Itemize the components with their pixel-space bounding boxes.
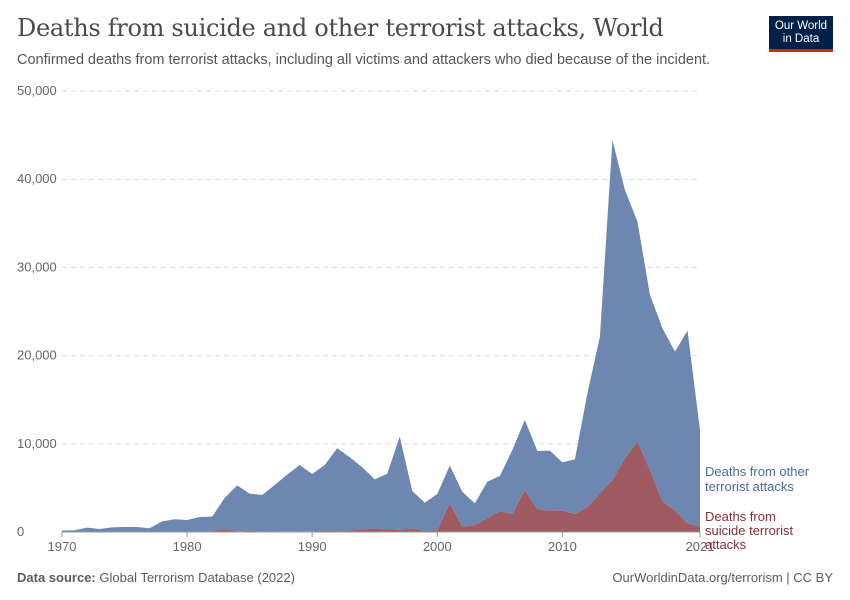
legend-other: Deaths from other terrorist attacks: [705, 464, 813, 494]
chart-subtitle: Confirmed deaths from terrorist attacks,…: [17, 52, 711, 68]
owid-logo[interactable]: Our World in Data: [769, 16, 833, 52]
data-source-label: Data source:: [17, 570, 96, 585]
legend-suicide: Deaths from suicide terrorist attacks: [705, 509, 797, 552]
data-source: Data source: Global Terrorism Database (…: [17, 570, 295, 585]
y-tick-label: 40,000: [17, 171, 57, 186]
legend-suicide-line3: attacks: [705, 537, 747, 552]
x-tick-label: 2000: [423, 539, 452, 554]
data-source-value[interactable]: Global Terrorism Database (2022): [99, 570, 295, 585]
legend-other-line2: terrorist attacks: [705, 479, 794, 494]
legend-suicide-line1: Deaths from: [705, 509, 776, 524]
y-tick-label: 20,000: [17, 348, 57, 363]
x-tick-label: 1990: [298, 539, 327, 554]
area-suicide-attacks[interactable]: [62, 441, 700, 532]
legend-other-line1: Deaths from other: [705, 464, 810, 479]
x-tick-label: 2021: [686, 539, 715, 554]
y-tick-label: 30,000: [17, 259, 57, 274]
x-tick-label: 2010: [548, 539, 577, 554]
legend-suicide-line2: suicide terrorist: [705, 523, 794, 538]
y-tick-label: 50,000: [17, 83, 57, 98]
chart-title: Deaths from suicide and other terrorist …: [17, 14, 664, 42]
y-tick-label: 0: [17, 524, 24, 539]
area-other-attacks[interactable]: [62, 139, 700, 533]
footer-link[interactable]: OurWorldinData.org/terrorism | CC BY: [612, 570, 833, 585]
y-tick-label: 10,000: [17, 436, 57, 451]
x-tick-label: 1980: [173, 539, 202, 554]
x-tick-label: 1970: [48, 539, 77, 554]
